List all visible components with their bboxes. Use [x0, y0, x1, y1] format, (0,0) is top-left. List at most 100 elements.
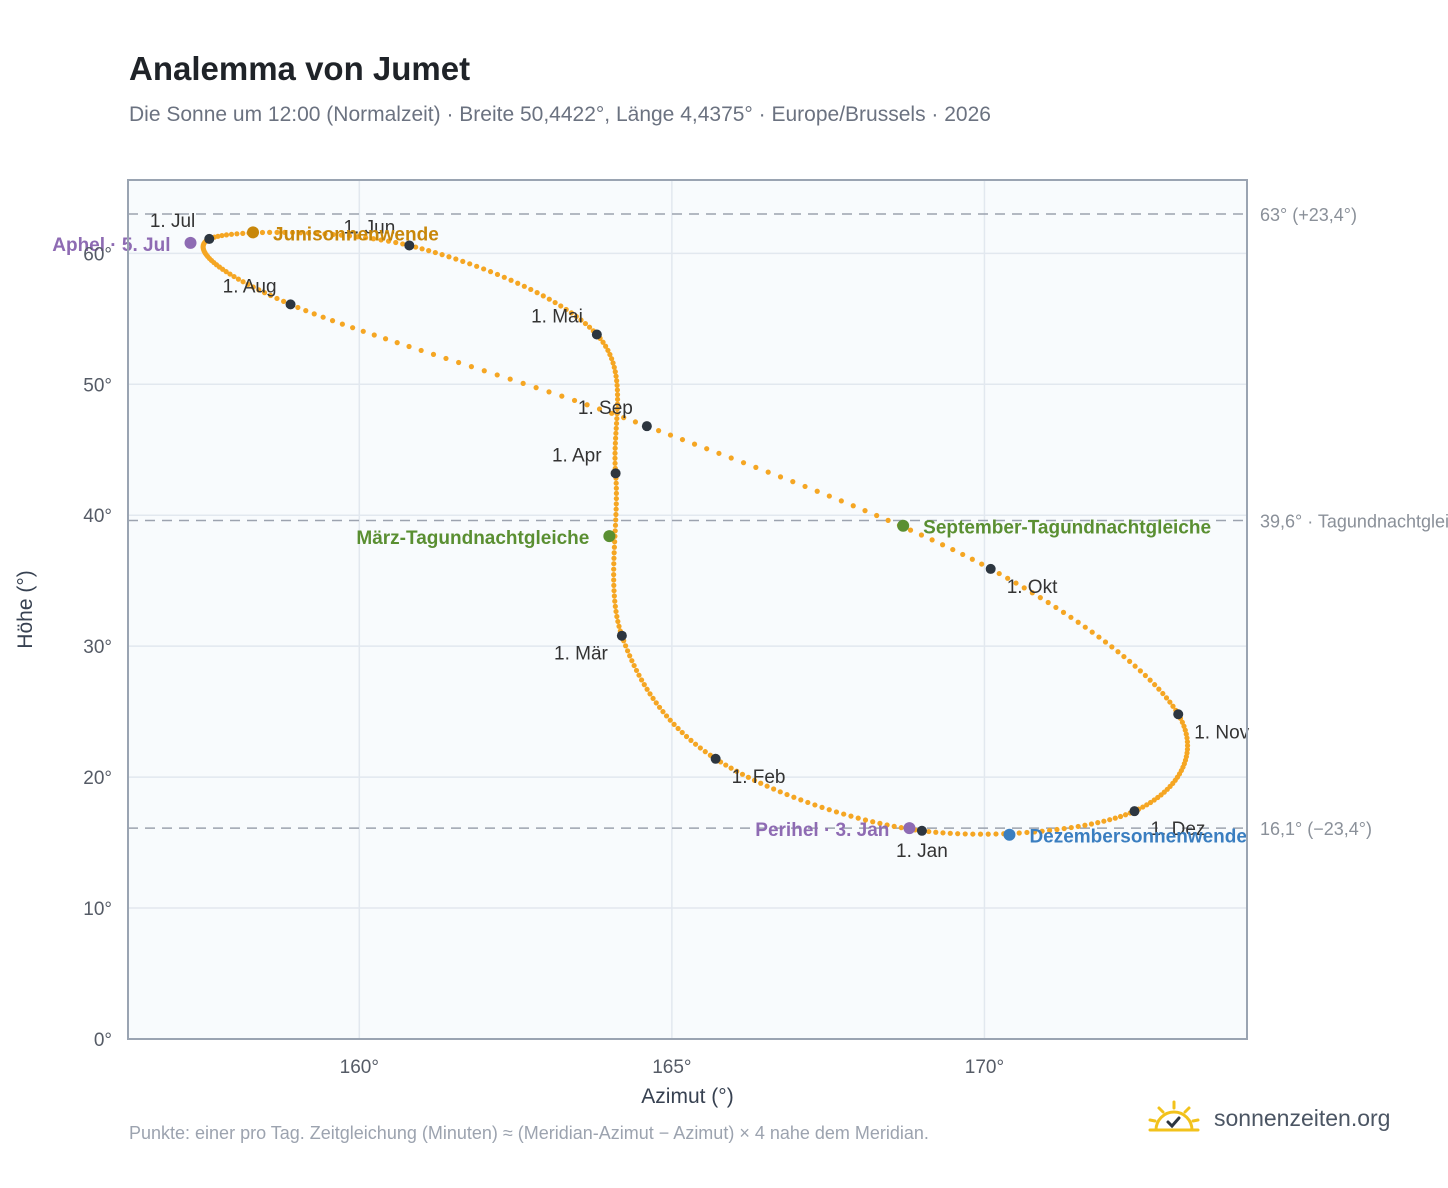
month-marker [610, 468, 621, 479]
event-markers: Aphel · 5. Jul Junisonnenwende März-Tagund… [52, 224, 1247, 847]
daily-point [624, 648, 631, 654]
daily-point [426, 248, 432, 254]
daily-point [784, 791, 790, 798]
daily-point [322, 231, 328, 237]
daily-point [613, 608, 619, 615]
daily-point [339, 321, 345, 327]
daily-point [1046, 827, 1053, 833]
daily-point [1082, 624, 1088, 630]
y-tick-label: 60° [83, 244, 112, 265]
daily-point [394, 340, 400, 346]
daily-point [612, 528, 618, 534]
daily-point [679, 436, 686, 443]
daily-point [764, 783, 770, 789]
daily-point [614, 613, 620, 620]
daily-point [611, 572, 617, 578]
daily-point [432, 249, 438, 256]
daily-point [613, 425, 619, 431]
daily-point [1152, 682, 1158, 688]
daily-point [933, 829, 939, 835]
y-tick-label: 50° [83, 375, 112, 396]
daily-point [603, 343, 609, 349]
daily-point [494, 372, 500, 378]
daily-point [802, 483, 808, 490]
daily-point [219, 232, 225, 239]
daily-point [468, 364, 475, 370]
daily-point [370, 236, 377, 242]
month-label: 1. Sep [578, 398, 633, 419]
daily-point [460, 258, 466, 264]
daily-point [1170, 703, 1176, 709]
daily-point [660, 709, 666, 715]
daily-point [862, 817, 869, 823]
daily-point [629, 658, 635, 664]
daily-point [1181, 723, 1187, 729]
daily-point [413, 244, 419, 250]
daily-point [777, 789, 783, 795]
daily-point [885, 517, 891, 523]
daily-point [611, 577, 617, 583]
month-label: 1. Mär [554, 644, 609, 665]
daily-point [521, 283, 527, 289]
daily-point [653, 700, 659, 706]
daily-point [739, 771, 746, 777]
daily-point [295, 304, 301, 311]
daily-point [771, 786, 777, 792]
daily-point [1182, 727, 1188, 733]
month-marker [916, 825, 927, 836]
footnote: Punkte: einer pro Tag. Zeitgleichung (Mi… [129, 1123, 929, 1143]
daily-point [320, 314, 326, 320]
daily-point [330, 231, 336, 238]
daily-point [688, 737, 694, 743]
daily-point [474, 263, 480, 269]
daily-point [534, 290, 540, 296]
daily-point [850, 503, 856, 509]
daily-point [355, 234, 361, 240]
daily-point [406, 343, 412, 350]
event-marker [903, 822, 916, 835]
daily-point [716, 450, 722, 456]
daily-point [751, 777, 758, 783]
daily-point [632, 419, 639, 425]
daily-point [960, 551, 966, 558]
event-label: Aphel · 5. Jul [52, 235, 170, 256]
brand[interactable]: sonnenzeiten.org [1146, 1100, 1390, 1136]
daily-point [862, 508, 868, 514]
daily-point [453, 256, 459, 262]
daily-point [641, 682, 647, 688]
daily-point [612, 455, 618, 461]
daily-point [329, 318, 336, 324]
daily-point [281, 298, 287, 304]
daily-point [679, 729, 685, 736]
daily-point [235, 276, 242, 282]
month-label: 1. Dez [1150, 819, 1205, 840]
daily-point [613, 435, 619, 441]
daily-point [481, 266, 487, 272]
daily-point [552, 299, 558, 306]
daily-point [812, 802, 818, 808]
daily-point [382, 336, 389, 342]
daily-point [573, 313, 579, 320]
daily-point [613, 490, 619, 496]
daily-point [1039, 828, 1045, 834]
daily-point [613, 501, 619, 507]
daily-point [647, 691, 653, 697]
daily-point [947, 830, 953, 836]
daily-point [1068, 614, 1074, 620]
daily-point [609, 410, 615, 416]
month-label: 1. Jan [896, 841, 948, 862]
daily-point [939, 542, 946, 548]
event-label: Dezembersonnenwende [1029, 827, 1247, 848]
daily-point [644, 686, 650, 692]
daily-point [250, 284, 256, 290]
daily-point [1005, 575, 1011, 581]
daily-point [600, 339, 606, 345]
daily-point [1031, 829, 1038, 835]
daily-point [638, 677, 645, 683]
sun-check-icon [1148, 1100, 1200, 1132]
daily-point [289, 229, 296, 236]
daily-point [1117, 813, 1124, 820]
daily-point [870, 819, 876, 825]
month-marker [591, 329, 602, 340]
